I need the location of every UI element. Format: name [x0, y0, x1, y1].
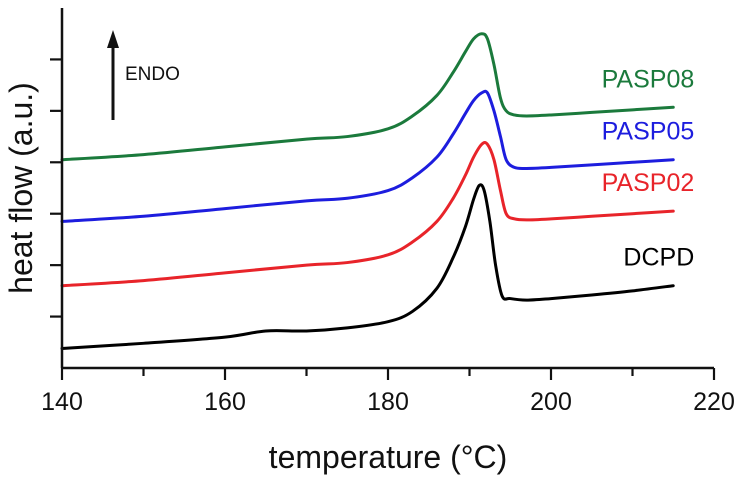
x-tick-label: 160 [204, 388, 246, 416]
x-tick-labels: 140 160 180 200 220 [41, 388, 735, 416]
x-tick-label: 180 [367, 388, 409, 416]
endo-annotation: ENDO [107, 30, 180, 120]
y-ticks [50, 58, 62, 318]
endo-arrow-head [107, 30, 119, 48]
x-tick-label: 200 [530, 388, 572, 416]
series-lines [60, 32, 675, 350]
series-label-pasp02: PASP02 [602, 169, 695, 197]
series-line-pasp05 [60, 89, 675, 223]
series-label-dcpd: DCPD [623, 244, 694, 272]
endo-label: ENDO [125, 64, 180, 85]
series-line-dcpd [60, 183, 675, 350]
y-axis-title: heat flow (a.u.) [3, 82, 39, 294]
series-line-pasp08 [60, 32, 675, 162]
x-tick-label: 140 [41, 388, 83, 416]
x-tick-label: 220 [693, 388, 735, 416]
x-ticks [60, 368, 716, 380]
series-labels: DCPD PASP02 PASP05 PASP08 [602, 65, 695, 271]
series-label-pasp08: PASP08 [602, 65, 695, 93]
series-line-pasp02 [60, 141, 675, 288]
series-label-pasp05: PASP05 [602, 118, 695, 146]
x-axis-title: temperature (°C) [269, 439, 508, 475]
